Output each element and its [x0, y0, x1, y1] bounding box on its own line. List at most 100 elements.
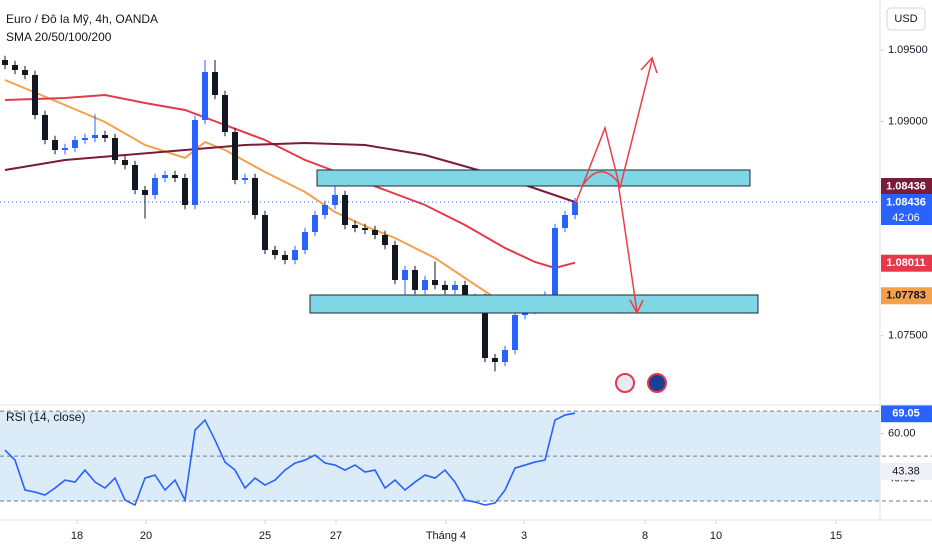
chart-title: Euro / Đô la Mỹ, 4h, OANDA: [6, 12, 158, 26]
rsi-band: [0, 411, 880, 502]
rsi-ma-badge-label: 43.38: [892, 465, 920, 477]
candle-body: [302, 232, 308, 250]
candle-body: [392, 245, 398, 280]
y-tick-label: 1.09000: [888, 115, 928, 127]
sma-badge: [881, 287, 932, 305]
candle-body: [452, 285, 458, 290]
x-tick-label: 10: [710, 530, 722, 542]
y-tick-label: 60.00: [888, 427, 916, 439]
y-tick-label: 1.07500: [888, 330, 928, 342]
candle-body: [2, 60, 8, 65]
candle-body: [412, 270, 418, 290]
price-badge: [881, 194, 932, 211]
candle-body: [492, 358, 498, 362]
rsi-line: [4, 412, 576, 507]
y-tick-label: 1.09500: [888, 44, 928, 56]
candle-body: [102, 135, 108, 138]
countdown-badge: [881, 211, 932, 225]
candle-body: [462, 285, 468, 300]
candle-body: [62, 148, 68, 150]
rsi-ma-badge: [881, 462, 932, 480]
x-tick-label: 27: [330, 530, 342, 542]
candle-body: [332, 195, 338, 205]
candle-body: [82, 138, 88, 140]
sma-badge-label: 1.07783: [886, 290, 926, 302]
x-tick-label: Tháng 4: [426, 530, 466, 542]
candle-body: [122, 160, 128, 165]
arrow-head: [640, 56, 658, 74]
candle-body: [42, 115, 48, 140]
candle-body: [422, 280, 428, 290]
candle-body: [512, 315, 518, 350]
candle-body: [442, 285, 448, 290]
countdown-label: 42:06: [892, 212, 920, 224]
x-tick-label: 8: [642, 530, 648, 542]
candle-body: [552, 228, 558, 300]
candle-body: [112, 138, 118, 160]
candle-body: [142, 190, 148, 195]
currency-label[interactable]: USD: [894, 13, 917, 25]
event-icon[interactable]: [647, 373, 667, 393]
candle-body: [282, 255, 288, 260]
candle-body: [482, 297, 488, 358]
candle-body: [572, 202, 578, 215]
currency-button[interactable]: [886, 7, 926, 31]
candle-body: [232, 132, 238, 180]
price-pane: 1.09500 1.09000 1.07500 18 20 25 27 Tháng 4 3 8 10…: [0, 44, 932, 542]
scenario-arrow: [574, 59, 653, 206]
candle-body: [382, 235, 388, 245]
candle-body: [92, 135, 98, 138]
sma-badge-label: 1.08436: [886, 180, 926, 192]
candle-body: [272, 250, 278, 255]
candle-body: [192, 120, 198, 205]
x-tick-label: 3: [521, 530, 527, 542]
candle-body: [362, 228, 368, 230]
candle-body: [52, 140, 58, 150]
x-tick-label: 25: [259, 530, 271, 542]
sma-badge-label: 1.08011: [886, 257, 925, 269]
candle-body: [132, 165, 138, 190]
candle-body: [162, 175, 168, 178]
candle-body: [312, 215, 318, 232]
candle-body: [172, 175, 178, 178]
rsi-badge-label: 69.05: [892, 408, 920, 420]
candle-body: [202, 72, 208, 120]
sma-line: [4, 93, 576, 270]
candle-body: [262, 215, 268, 250]
candle-body: [432, 280, 438, 285]
candle-body: [402, 270, 408, 280]
candle-body: [292, 250, 298, 260]
candle-body: [12, 65, 18, 70]
candle-body: [352, 225, 358, 228]
candle-body: [212, 72, 218, 95]
x-tick-label: 20: [140, 530, 152, 542]
candle-body: [252, 178, 258, 215]
indicator-title: SMA 20/50/100/200: [6, 30, 112, 44]
x-tick-label: 15: [830, 530, 842, 542]
sma-badge: [881, 178, 932, 195]
candle-body: [502, 350, 508, 362]
price-badge-label: 1.08436: [886, 196, 926, 208]
arrow-head: [629, 299, 644, 315]
candle-body: [242, 178, 248, 180]
candle-body: [72, 140, 78, 148]
candle-body: [182, 178, 188, 205]
resistance-zone: [316, 169, 751, 187]
candle-body: [32, 75, 38, 115]
rsi-title: RSI (14, close): [6, 410, 85, 424]
candle-body: [222, 95, 228, 132]
rsi-badge: [881, 405, 932, 423]
candle-body: [372, 230, 378, 235]
support-zone: [309, 294, 759, 314]
scenario-arrow: [582, 171, 638, 313]
candle-body: [152, 178, 158, 195]
candle-body: [342, 195, 348, 225]
event-icon[interactable]: [615, 373, 635, 393]
sma-badge: [881, 254, 932, 272]
x-tick-label: 18: [71, 530, 83, 542]
candle-body: [562, 215, 568, 228]
candle-body: [22, 70, 28, 75]
